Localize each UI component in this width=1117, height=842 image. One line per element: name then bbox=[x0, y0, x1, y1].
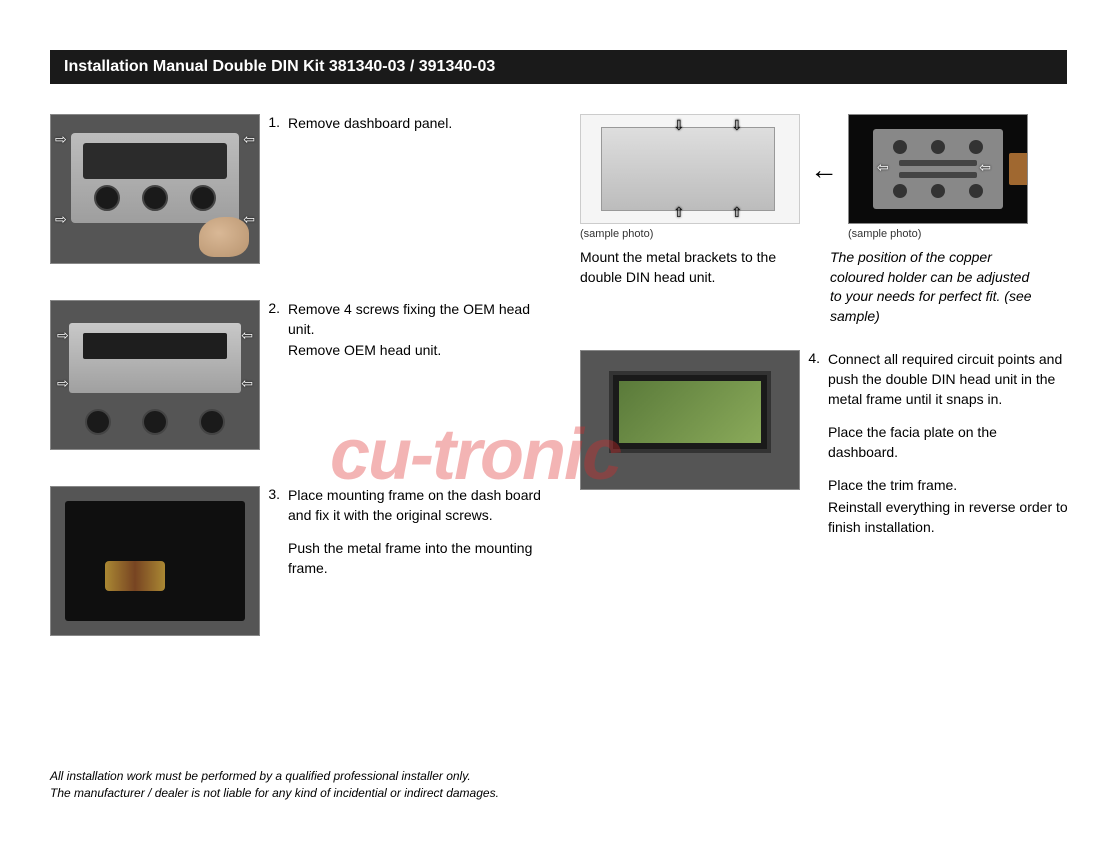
step-4-text-p1: Connect all required circuit points and … bbox=[828, 350, 1070, 409]
step-4-text-p4: Reinstall everything in reverse order to… bbox=[828, 498, 1070, 537]
step-2-text: Remove 4 screws fixing the OEM head unit… bbox=[288, 300, 550, 361]
step-1-photo: ⇨ ⇦ ⇨ ⇦ bbox=[50, 114, 260, 264]
step-1-text-p1: Remove dashboard panel. bbox=[288, 114, 550, 134]
step-3-text-p1: Place mounting frame on the dash board a… bbox=[288, 486, 550, 525]
sample-photo: ⇦ ⇦ bbox=[848, 114, 1028, 224]
copper-holder-text: The position of the copper coloured hold… bbox=[830, 248, 1040, 326]
step-4-text-p2: Place the facia plate on the dashboard. bbox=[828, 423, 1070, 462]
step-3-text-p2: Push the metal frame into the mounting f… bbox=[288, 539, 550, 578]
step-4-photo bbox=[580, 350, 800, 490]
step-4-number: 4. bbox=[800, 350, 828, 366]
footer-line-1: All installation work must be performed … bbox=[50, 768, 499, 785]
mount-brackets-text: Mount the metal brackets to the double D… bbox=[580, 248, 800, 326]
step-3-number: 3. bbox=[260, 486, 288, 502]
step-1-text: Remove dashboard panel. bbox=[288, 114, 550, 134]
top-images-row: ⇧ ⇧ ⇩ ⇩ (sample photo) ← ⇦ bbox=[580, 114, 1070, 240]
step-4-text-p3: Place the trim frame. bbox=[828, 476, 1070, 496]
bracket-photo: ⇧ ⇧ ⇩ ⇩ bbox=[580, 114, 800, 224]
arrow-icon: ← bbox=[810, 154, 838, 186]
step-4: 4. Connect all required circuit points a… bbox=[580, 350, 1070, 537]
footer-line-2: The manufacturer / dealer is not liable … bbox=[50, 785, 499, 802]
step-4-text: Connect all required circuit points and … bbox=[828, 350, 1070, 537]
left-column: ⇨ ⇦ ⇨ ⇦ 1. Remove dashboard panel. ⇨ ⇦ ⇨… bbox=[50, 114, 550, 672]
sample-image-block: ⇦ ⇦ (sample photo) bbox=[848, 114, 1028, 240]
step-2-text-p1: Remove 4 screws fixing the OEM head unit… bbox=[288, 300, 550, 339]
sample-caption: (sample photo) bbox=[848, 228, 1028, 240]
step-3-photo bbox=[50, 486, 260, 636]
step-2-text-p2: Remove OEM head unit. bbox=[288, 341, 550, 361]
right-column: ⇧ ⇧ ⇩ ⇩ (sample photo) ← ⇦ bbox=[580, 114, 1070, 553]
page-title: Installation Manual Double DIN Kit 38134… bbox=[64, 58, 495, 75]
step-2-photo: ⇨ ⇦ ⇨ ⇦ bbox=[50, 300, 260, 450]
step-2: ⇨ ⇦ ⇨ ⇦ 2. Remove 4 screws fixing the OE… bbox=[50, 300, 550, 470]
step-3: 3. Place mounting frame on the dash boar… bbox=[50, 486, 550, 656]
top-text-row: Mount the metal brackets to the double D… bbox=[580, 248, 1070, 326]
step-2-number: 2. bbox=[260, 300, 288, 316]
step-3-text: Place mounting frame on the dash board a… bbox=[288, 486, 550, 578]
bracket-caption: (sample photo) bbox=[580, 228, 800, 240]
title-bar: Installation Manual Double DIN Kit 38134… bbox=[50, 50, 1067, 84]
bracket-image-block: ⇧ ⇧ ⇩ ⇩ (sample photo) bbox=[580, 114, 800, 240]
step-1: ⇨ ⇦ ⇨ ⇦ 1. Remove dashboard panel. bbox=[50, 114, 550, 284]
step-1-number: 1. bbox=[260, 114, 288, 130]
footer-disclaimer: All installation work must be performed … bbox=[50, 768, 499, 802]
